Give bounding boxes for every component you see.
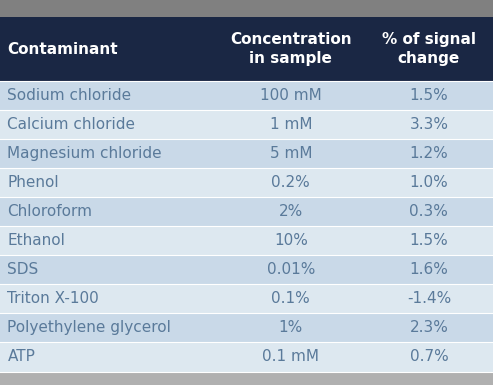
FancyBboxPatch shape [0, 81, 493, 110]
Text: Magnesium chloride: Magnesium chloride [7, 146, 162, 161]
FancyBboxPatch shape [0, 255, 493, 285]
FancyBboxPatch shape [0, 313, 493, 343]
Text: 5 mM: 5 mM [270, 146, 312, 161]
Text: 0.01%: 0.01% [267, 262, 315, 277]
Text: 1.2%: 1.2% [410, 146, 448, 161]
Text: 0.3%: 0.3% [410, 204, 448, 219]
Text: 1 mM: 1 mM [270, 117, 312, 132]
Text: ATP: ATP [7, 350, 35, 365]
Text: Polyethylene glycerol: Polyethylene glycerol [7, 320, 171, 335]
Text: Ethanol: Ethanol [7, 233, 65, 248]
Text: 10%: 10% [274, 233, 308, 248]
FancyBboxPatch shape [0, 0, 493, 17]
FancyBboxPatch shape [0, 139, 493, 168]
Text: 0.1%: 0.1% [272, 291, 310, 306]
Text: 1.0%: 1.0% [410, 175, 448, 190]
Text: Chloroform: Chloroform [7, 204, 92, 219]
Text: 1%: 1% [279, 320, 303, 335]
FancyBboxPatch shape [0, 197, 493, 226]
Text: SDS: SDS [7, 262, 38, 277]
Text: 0.2%: 0.2% [272, 175, 310, 190]
Text: 0.1 mM: 0.1 mM [262, 350, 319, 365]
FancyBboxPatch shape [0, 17, 493, 81]
FancyBboxPatch shape [0, 110, 493, 139]
Text: Concentration
in sample: Concentration in sample [230, 32, 352, 66]
FancyBboxPatch shape [0, 226, 493, 255]
FancyBboxPatch shape [0, 168, 493, 197]
Text: 100 mM: 100 mM [260, 88, 322, 103]
Text: Sodium chloride: Sodium chloride [7, 88, 132, 103]
Text: 3.3%: 3.3% [409, 117, 449, 132]
FancyBboxPatch shape [0, 285, 493, 313]
Text: Contaminant: Contaminant [7, 42, 118, 57]
Text: 2%: 2% [279, 204, 303, 219]
Text: 2.3%: 2.3% [410, 320, 448, 335]
FancyBboxPatch shape [0, 343, 493, 372]
Text: -1.4%: -1.4% [407, 291, 451, 306]
Text: 1.5%: 1.5% [410, 233, 448, 248]
Text: Phenol: Phenol [7, 175, 59, 190]
Text: Triton X-100: Triton X-100 [7, 291, 99, 306]
FancyBboxPatch shape [0, 372, 493, 373]
Text: 1.5%: 1.5% [410, 88, 448, 103]
Text: Calcium chloride: Calcium chloride [7, 117, 136, 132]
Text: 0.7%: 0.7% [410, 350, 448, 365]
Text: % of signal
change: % of signal change [382, 32, 476, 66]
Text: 1.6%: 1.6% [410, 262, 448, 277]
